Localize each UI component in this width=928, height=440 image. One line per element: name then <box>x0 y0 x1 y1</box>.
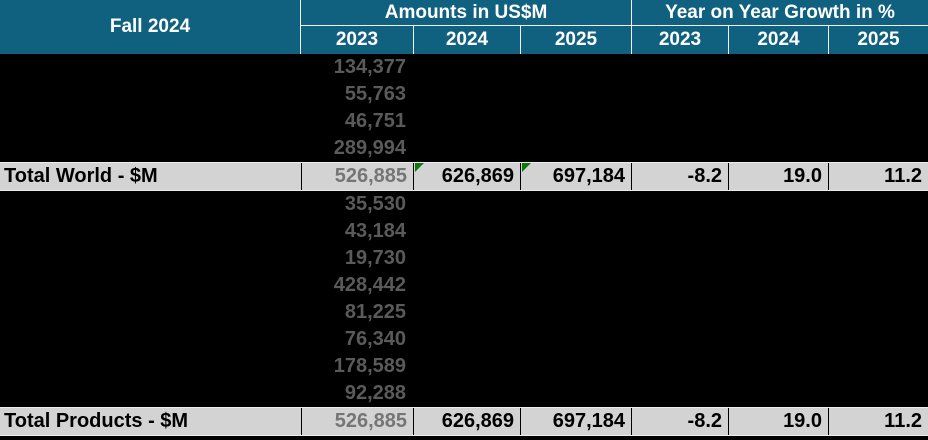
cell-value: 697,184 <box>552 165 625 187</box>
year-header-growth-2023[interactable]: 2023 <box>631 26 728 54</box>
year-header-amounts-2025[interactable]: 2025 <box>520 26 631 54</box>
hidden-row: 55,763 <box>0 81 928 108</box>
row-label-cell[interactable] <box>0 81 301 108</box>
hidden-row: 289,994 <box>0 135 928 162</box>
empty-cells[interactable] <box>413 191 928 218</box>
error-indicator-icon <box>415 163 424 172</box>
row-label-cell[interactable] <box>0 380 301 407</box>
empty-cells[interactable] <box>413 218 928 245</box>
total-world-growth-2024[interactable]: 19.0 <box>728 163 828 190</box>
row-label-cell[interactable] <box>0 218 301 245</box>
empty-cells[interactable] <box>413 299 928 326</box>
total-world-label[interactable]: Total World - $M <box>4 165 158 187</box>
hidden-row: 178,589 <box>0 353 928 380</box>
amount-2023-cell[interactable]: 92,288 <box>344 382 406 404</box>
amount-2023-cell[interactable]: 19,730 <box>344 247 406 269</box>
row-label-cell[interactable] <box>0 353 301 380</box>
hidden-row: 81,225 <box>0 299 928 326</box>
total-world-growth-2025[interactable]: 11.2 <box>828 163 928 190</box>
hidden-row: 92,288 <box>0 380 928 407</box>
empty-cells[interactable] <box>413 108 928 135</box>
amount-2023-cell[interactable]: 55,763 <box>344 83 406 105</box>
growth-group-header[interactable]: Year on Year Growth in % <box>631 0 928 25</box>
row-label-cell[interactable] <box>0 245 301 272</box>
amount-2023-cell[interactable]: 134,377 <box>333 56 406 78</box>
amount-2023-cell[interactable]: 46,751 <box>344 110 406 132</box>
amount-2023-cell[interactable]: 81,225 <box>344 301 406 323</box>
year-header-amounts-2023[interactable]: 2023 <box>301 26 413 54</box>
amount-2023-cell[interactable]: 289,994 <box>333 137 406 159</box>
amounts-group-header[interactable]: Amounts in US$M <box>301 0 631 25</box>
header-year-row: 2023 2024 2025 2023 2024 2025 <box>301 26 928 54</box>
total-world-growth-2023[interactable]: -8.2 <box>631 163 728 190</box>
total-world-amount-2023[interactable]: 526,885 <box>301 163 413 190</box>
row-label-cell[interactable] <box>0 108 301 135</box>
total-products-amount-2024[interactable]: 626,869 <box>413 408 520 435</box>
row-label-cell[interactable] <box>0 299 301 326</box>
total-products-growth-2024[interactable]: 19.0 <box>728 408 828 435</box>
amount-2023-cell[interactable]: 35,530 <box>344 193 406 215</box>
year-header-growth-2024[interactable]: 2024 <box>728 26 828 54</box>
amount-2023-cell[interactable]: 428,442 <box>333 274 406 296</box>
total-products-label[interactable]: Total Products - $M <box>4 410 189 432</box>
header-right: Amounts in US$M Year on Year Growth in %… <box>301 0 928 54</box>
empty-cells[interactable] <box>413 81 928 108</box>
total-world-amount-2025[interactable]: 697,184 <box>520 163 631 190</box>
empty-cells[interactable] <box>413 380 928 407</box>
hidden-row: 134,377 <box>0 54 928 81</box>
amount-2023-cell[interactable]: 76,340 <box>344 328 406 350</box>
year-header-growth-2025[interactable]: 2025 <box>828 26 928 54</box>
total-products-amount-2023[interactable]: 526,885 <box>301 408 413 435</box>
total-world-amount-2024[interactable]: 626,869 <box>413 163 520 190</box>
total-products-growth-2025[interactable]: 11.2 <box>828 408 928 435</box>
row-label-cell[interactable] <box>0 54 301 81</box>
empty-cells[interactable] <box>413 135 928 162</box>
total-world-row: Total World - $M 526,885 626,869 697,184… <box>0 162 928 191</box>
empty-cells[interactable] <box>413 54 928 81</box>
empty-cells[interactable] <box>413 353 928 380</box>
title-cell[interactable]: Fall 2024 <box>0 0 301 54</box>
cell-value: 626,869 <box>441 165 514 187</box>
row-label-cell[interactable] <box>0 326 301 353</box>
hidden-row: 428,442 <box>0 272 928 299</box>
hidden-row: 19,730 <box>0 245 928 272</box>
row-label-cell[interactable] <box>0 191 301 218</box>
table-header: Fall 2024 Amounts in US$M Year on Year G… <box>0 0 928 54</box>
hidden-row: 46,751 <box>0 108 928 135</box>
header-group-row: Amounts in US$M Year on Year Growth in % <box>301 0 928 26</box>
total-products-row: Total Products - $M 526,885 626,869 697,… <box>0 407 928 436</box>
amount-2023-cell[interactable]: 178,589 <box>333 355 406 377</box>
hidden-row: 76,340 <box>0 326 928 353</box>
empty-cells[interactable] <box>413 245 928 272</box>
row-label-cell[interactable] <box>0 272 301 299</box>
hidden-row: 43,184 <box>0 218 928 245</box>
empty-cells[interactable] <box>413 326 928 353</box>
amount-2023-cell[interactable]: 43,184 <box>344 220 406 242</box>
error-indicator-icon <box>522 163 531 172</box>
year-header-amounts-2024[interactable]: 2024 <box>413 26 520 54</box>
total-products-amount-2025[interactable]: 697,184 <box>520 408 631 435</box>
bottom-filler <box>0 436 928 440</box>
row-label-cell[interactable] <box>0 135 301 162</box>
hidden-row: 35,530 <box>0 191 928 218</box>
total-products-growth-2023[interactable]: -8.2 <box>631 408 728 435</box>
empty-cells[interactable] <box>413 272 928 299</box>
